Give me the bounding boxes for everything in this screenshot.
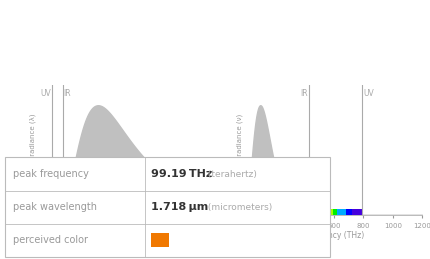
Text: perceived color: perceived color — [13, 235, 88, 245]
Text: IR: IR — [64, 89, 71, 98]
Text: UV: UV — [40, 89, 51, 98]
Text: IR: IR — [299, 89, 307, 98]
Text: 99.19 THz: 99.19 THz — [150, 169, 212, 179]
Bar — [150, 233, 169, 247]
X-axis label: wavelength (nm): wavelength (nm) — [92, 231, 157, 240]
Text: 1.718 μm: 1.718 μm — [150, 202, 208, 212]
Text: peak wavelength: peak wavelength — [13, 202, 97, 212]
Text: peak frequency: peak frequency — [13, 169, 89, 179]
Y-axis label: spectral radiance (λ): spectral radiance (λ) — [29, 114, 36, 186]
Bar — [5, 157, 329, 257]
Text: (terahertz): (terahertz) — [204, 169, 256, 178]
Text: (micrometers): (micrometers) — [204, 203, 271, 212]
Text: UV: UV — [362, 89, 373, 98]
X-axis label: frequency (THz): frequency (THz) — [303, 231, 364, 240]
Y-axis label: spectral radiance (ν): spectral radiance (ν) — [236, 114, 243, 186]
